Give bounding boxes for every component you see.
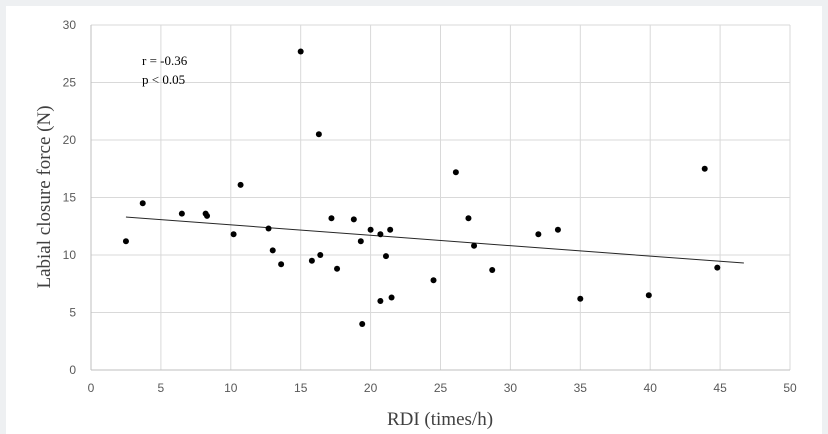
y-tick-label: 10 (63, 248, 77, 262)
data-point (388, 294, 395, 301)
data-point (645, 292, 652, 299)
data-point (315, 131, 322, 138)
y-tick-label: 5 (69, 306, 76, 320)
x-tick-label: 15 (294, 381, 308, 395)
y-tick-label: 30 (63, 18, 77, 32)
data-point (489, 266, 496, 273)
y-tick-label: 25 (63, 76, 77, 90)
x-tick-label: 35 (574, 381, 588, 395)
data-point (308, 257, 315, 264)
axes (90, 25, 790, 371)
correlation-annotation: r = -0.36 (142, 53, 188, 68)
y-tick-label: 15 (63, 191, 77, 205)
data-point (367, 226, 374, 233)
x-tick-label: 45 (713, 381, 727, 395)
x-tick-label: 40 (644, 381, 658, 395)
data-point (554, 226, 561, 233)
y-axis-title: Labial closure force (N) (34, 105, 55, 288)
p-value-annotation: p < 0.05 (142, 72, 185, 87)
data-point (269, 247, 276, 254)
x-tick-label: 25 (434, 381, 448, 395)
data-point (230, 231, 237, 238)
data-points (122, 48, 721, 327)
data-point (265, 225, 272, 232)
trendline-group (125, 216, 744, 264)
data-point (382, 253, 389, 260)
data-point (297, 48, 304, 55)
data-point (122, 238, 129, 245)
data-point (452, 169, 459, 176)
x-tick-label: 10 (224, 381, 238, 395)
tick-labels: 0 5 10 15 20 25 30 35 40 45 50 0 5 10 15 20 25 30 (63, 18, 797, 395)
data-point (237, 181, 244, 188)
data-point (317, 252, 324, 258)
data-point (334, 265, 341, 272)
data-point (465, 215, 472, 222)
data-point (387, 226, 394, 233)
data-point (139, 200, 146, 207)
data-point (701, 165, 708, 172)
data-point (278, 261, 285, 268)
data-point (577, 295, 584, 302)
data-point (359, 321, 366, 327)
data-point (430, 277, 437, 284)
x-tick-label: 20 (364, 381, 378, 395)
x-tick-label: 50 (783, 381, 797, 395)
chart-frame (6, 6, 822, 434)
data-point (714, 264, 721, 271)
x-tick-label: 5 (158, 381, 165, 395)
trendline (125, 216, 744, 264)
data-point (357, 238, 364, 245)
data-point (178, 210, 185, 217)
x-axis-title: RDI (times/h) (387, 409, 493, 430)
data-point (377, 298, 384, 304)
data-point (350, 216, 357, 223)
data-point (204, 212, 211, 219)
x-tick-label: 0 (88, 381, 95, 395)
data-point (471, 242, 478, 249)
y-tick-label: 20 (63, 133, 77, 147)
data-point (535, 231, 542, 238)
data-point (328, 215, 335, 222)
grid-lines (91, 24, 791, 370)
x-tick-label: 30 (504, 381, 518, 395)
data-point (377, 231, 384, 238)
y-tick-label: 0 (69, 363, 76, 377)
